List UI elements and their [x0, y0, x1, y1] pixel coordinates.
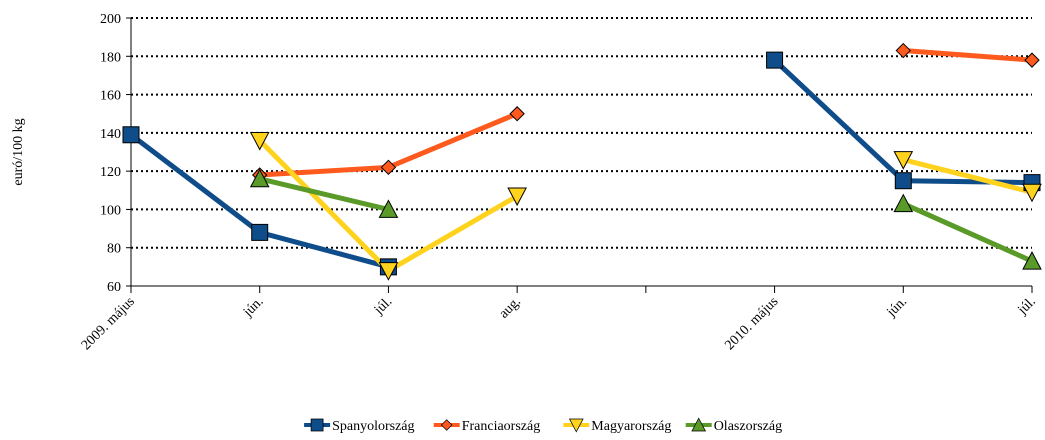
marker	[893, 151, 914, 170]
marker	[507, 187, 527, 207]
legend-label: Magyarország	[591, 419, 671, 434]
marker	[893, 193, 914, 213]
marker	[249, 132, 270, 151]
marker	[766, 51, 784, 69]
y-tick-label: 80	[107, 242, 121, 257]
marker	[122, 126, 140, 144]
x-tick-label: 2010. május	[722, 294, 781, 353]
y-tick-label: 180	[100, 50, 121, 65]
y-tick-label: 100	[100, 203, 121, 218]
legend-label: Spanyolország	[332, 419, 414, 434]
series-line	[259, 48, 1033, 178]
x-tick-label: jún.	[884, 294, 910, 320]
marker	[894, 172, 912, 190]
x-tick-label: júl.	[371, 294, 395, 318]
legend-label: Franciaország	[462, 419, 541, 434]
x-tick-label: jún.	[240, 294, 266, 320]
legend-marker	[568, 418, 584, 433]
y-tick-label: 60	[107, 280, 121, 295]
marker	[251, 223, 269, 241]
legend-marker	[310, 418, 324, 432]
marker	[380, 159, 397, 176]
legend-item: Spanyolország	[304, 418, 415, 434]
marker	[378, 262, 399, 281]
y-axis-label: euró/100 kg	[11, 118, 26, 185]
series-line	[259, 176, 1034, 264]
x-tick-label: aug.	[497, 294, 524, 321]
legend-item: Olaszország	[685, 417, 782, 434]
legend-item: Magyarország	[563, 418, 671, 434]
marker	[1022, 251, 1042, 270]
marker	[895, 42, 911, 59]
y-tick-label: 160	[100, 89, 121, 104]
y-tick-label: 120	[100, 165, 121, 180]
marker	[378, 199, 399, 218]
x-tick-label: júl.	[1015, 294, 1039, 318]
legend-item: Franciaország	[433, 419, 541, 434]
marker	[1022, 183, 1042, 203]
x-tick-label: 2009. május	[79, 294, 138, 353]
y-tick-label: 140	[100, 127, 121, 142]
legend-marker	[691, 417, 707, 432]
marker	[1024, 52, 1040, 68]
legend-marker	[440, 419, 453, 431]
marker	[249, 168, 270, 188]
marker	[509, 106, 525, 122]
y-tick-label: 200	[100, 12, 121, 27]
legend-label: Olaszország	[714, 419, 782, 434]
